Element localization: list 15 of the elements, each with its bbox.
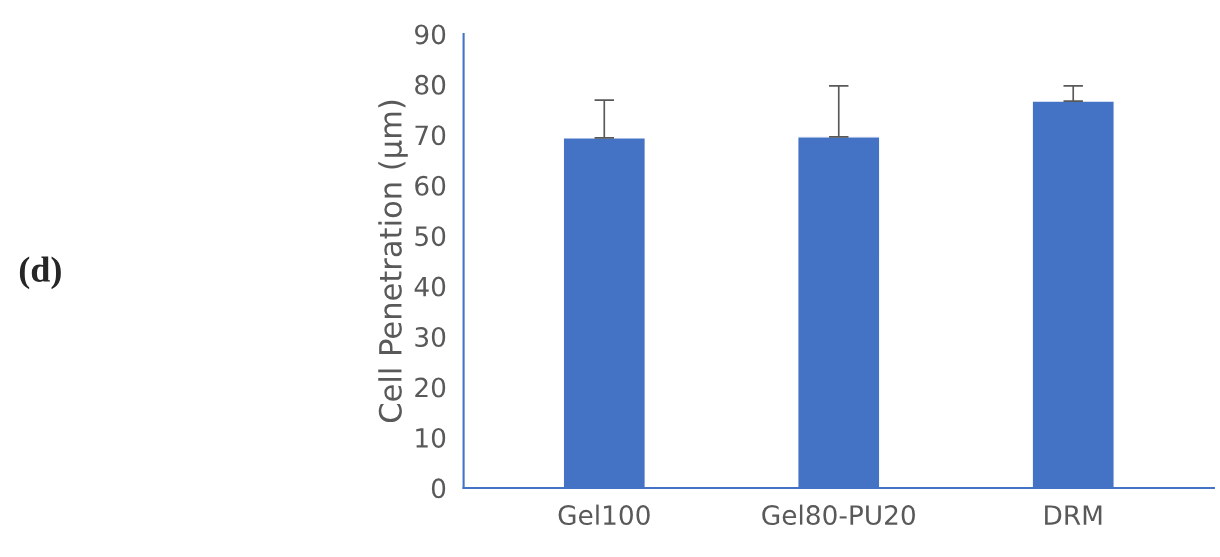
x-tick-label: Gel80-PU20: [762, 504, 915, 526]
text: (d): [19, 256, 61, 290]
y-tick-label: 30: [415, 327, 446, 348]
y-tick-label: 80: [415, 74, 446, 95]
y-tick-label: 90: [415, 24, 446, 45]
y-tick-label: 40: [414, 276, 446, 297]
x-tick-label: DRM: [1045, 505, 1102, 525]
y-axis-title: Cell Penetration (µm): [378, 100, 408, 423]
y-tick-label: 50: [415, 226, 446, 247]
y-tick-label: 70: [415, 125, 446, 146]
x-tick-label: Gel100: [558, 504, 650, 526]
y-tick-label: 20: [415, 377, 446, 398]
y-tick-label: 60: [415, 175, 446, 196]
y-tick-label: 10: [416, 427, 446, 448]
y-tick-label: 0: [431, 478, 446, 499]
